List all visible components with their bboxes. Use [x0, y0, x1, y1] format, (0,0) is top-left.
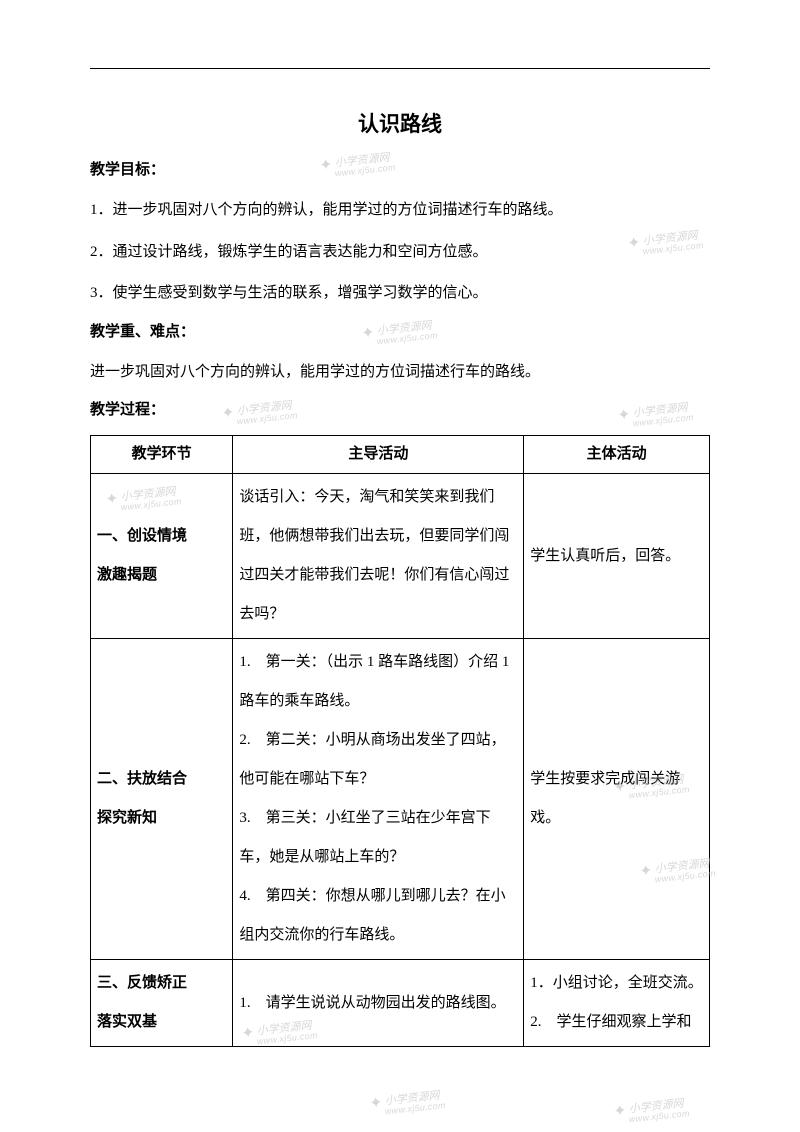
document-title: 认识路线 [90, 108, 710, 138]
student-cell: 1．小组讨论，全班交流。2. 学生仔细观察上学和 [524, 960, 710, 1047]
stage-cell: 三、反馈矫正落实双基 [91, 960, 233, 1047]
header-lead: 主导活动 [233, 436, 524, 474]
lead-cell: 1. 请学生说说从动物园出发的路线图。 [233, 960, 524, 1047]
watermark: 小学资源网www.xj5u.com [613, 1094, 690, 1126]
lead-cell: 谈话引入：今天，淘气和笑笑来到我们班，他俩想带我们出去玩，但要同学们闯过四关才能… [233, 474, 524, 639]
objective-item: 3．使学生感受到数学与生活的联系，增强学习数学的信心。 [90, 278, 710, 310]
objectives-heading: 教学目标： [90, 158, 710, 179]
header-student: 主体活动 [524, 436, 710, 474]
objective-item: 1．进一步巩固对八个方向的辨认，能用学过的方位词描述行车的路线。 [90, 195, 710, 227]
table-row: 二、扶放结合探究新知 1. 第一关：（出示 1 路车路线图）介绍 1 路车的乘车… [91, 639, 710, 960]
keypoints-text: 进一步巩固对八个方向的辨认，能用学过的方位词描述行车的路线。 [90, 357, 710, 389]
student-cell: 学生认真听后，回答。 [524, 474, 710, 639]
stage-cell: 一、创设情境激趣揭题 [91, 474, 233, 639]
process-table: 教学环节 主导活动 主体活动 一、创设情境激趣揭题 谈话引入：今天，淘气和笑笑来… [90, 435, 710, 1047]
student-cell: 学生按要求完成闯关游戏。 [524, 639, 710, 960]
table-row: 三、反馈矫正落实双基 1. 请学生说说从动物园出发的路线图。 1．小组讨论，全班… [91, 960, 710, 1047]
stage-cell: 二、扶放结合探究新知 [91, 639, 233, 960]
top-horizontal-rule [90, 68, 710, 69]
watermark: 小学资源网www.xj5u.com [369, 1086, 446, 1118]
table-row: 一、创设情境激趣揭题 谈话引入：今天，淘气和笑笑来到我们班，他俩想带我们出去玩，… [91, 474, 710, 639]
table-header-row: 教学环节 主导活动 主体活动 [91, 436, 710, 474]
process-heading: 教学过程： [90, 398, 710, 419]
objective-item: 2．通过设计路线，锻炼学生的语言表达能力和空间方位感。 [90, 237, 710, 269]
header-stage: 教学环节 [91, 436, 233, 474]
lead-cell: 1. 第一关：（出示 1 路车路线图）介绍 1 路车的乘车路线。2. 第二关：小… [233, 639, 524, 960]
keypoints-heading: 教学重、难点： [90, 320, 710, 341]
